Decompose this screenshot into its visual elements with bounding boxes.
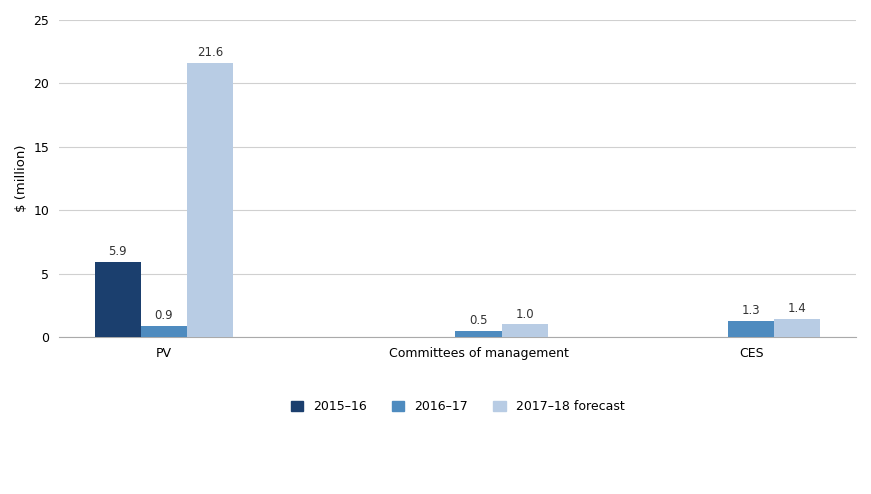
Legend: 2015–16, 2016–17, 2017–18 forecast: 2015–16, 2016–17, 2017–18 forecast	[285, 394, 631, 419]
Text: 0.5: 0.5	[469, 314, 488, 327]
Text: 21.6: 21.6	[197, 46, 223, 59]
Text: 1.0: 1.0	[516, 307, 534, 321]
Text: 1.3: 1.3	[742, 304, 760, 317]
Text: 5.9: 5.9	[109, 246, 127, 258]
Bar	[95, 262, 141, 337]
Bar	[141, 326, 187, 337]
Text: 0.9: 0.9	[155, 309, 173, 322]
Bar	[774, 319, 820, 337]
Text: 1.4: 1.4	[788, 302, 807, 316]
Bar	[728, 321, 774, 337]
Bar	[187, 63, 233, 337]
Y-axis label: $ (million): $ (million)	[15, 145, 28, 212]
Bar	[456, 330, 502, 337]
Bar	[502, 324, 548, 337]
